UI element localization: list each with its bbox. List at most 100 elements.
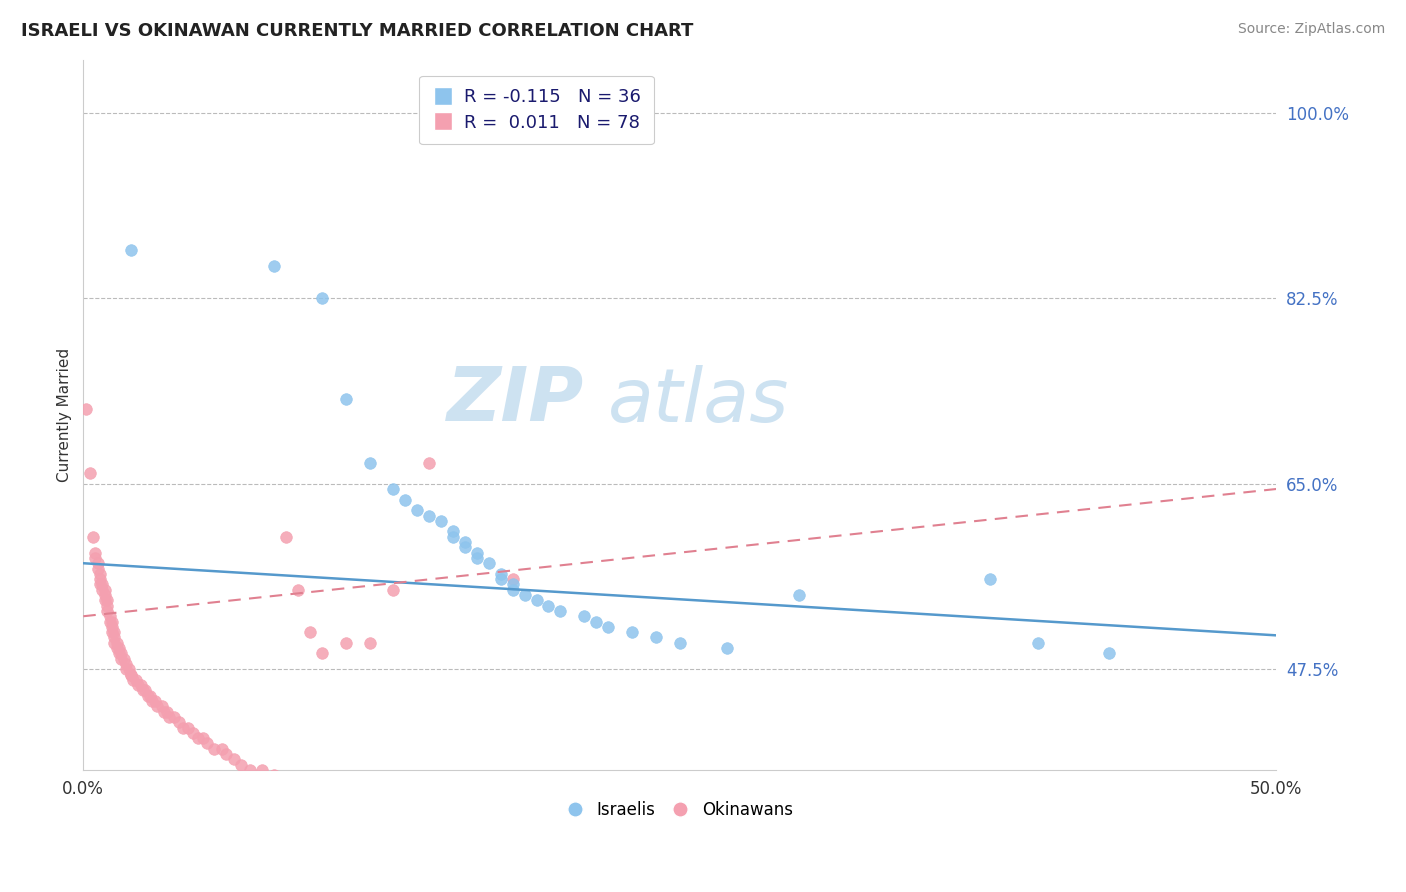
Point <box>239 763 262 777</box>
Point <box>110 651 132 665</box>
Point <box>204 741 226 756</box>
Point <box>75 402 97 417</box>
Point <box>125 673 148 687</box>
Point <box>195 737 218 751</box>
Point <box>132 683 155 698</box>
Point <box>335 392 357 406</box>
Point <box>84 546 107 560</box>
Point <box>1026 636 1049 650</box>
Point <box>120 667 142 681</box>
Point <box>598 620 620 634</box>
Point <box>103 631 125 645</box>
Point <box>101 625 124 640</box>
Point <box>229 757 252 772</box>
Point <box>222 752 245 766</box>
Point <box>668 636 690 650</box>
Legend: Israelis, Okinawans: Israelis, Okinawans <box>560 794 800 826</box>
Point <box>94 588 117 602</box>
Point <box>787 588 810 602</box>
Point <box>382 482 405 496</box>
Point <box>620 625 643 640</box>
Text: atlas: atlas <box>609 365 790 436</box>
Point <box>91 582 114 597</box>
Point <box>86 561 108 575</box>
Point <box>489 566 512 581</box>
Point <box>96 604 118 618</box>
Point <box>489 572 512 586</box>
Point <box>129 678 152 692</box>
Point <box>215 747 238 761</box>
Point <box>127 678 149 692</box>
Point <box>110 646 132 660</box>
Point <box>94 582 117 597</box>
Point <box>117 662 139 676</box>
Text: ZIP: ZIP <box>447 364 585 437</box>
Point <box>716 641 738 656</box>
Point <box>122 673 145 687</box>
Point <box>430 514 453 528</box>
Point <box>454 535 477 549</box>
Point <box>112 651 135 665</box>
Point <box>89 566 111 581</box>
Point <box>141 694 163 708</box>
Point <box>537 599 560 613</box>
Point <box>287 582 309 597</box>
Y-axis label: Currently Married: Currently Married <box>58 348 72 482</box>
Point <box>311 646 333 660</box>
Point <box>136 689 159 703</box>
Point <box>86 556 108 570</box>
Point <box>101 615 124 629</box>
Point <box>979 572 1001 586</box>
Point <box>335 636 357 650</box>
Point <box>274 530 297 544</box>
Point <box>153 705 176 719</box>
Point <box>263 260 285 274</box>
Point <box>105 641 128 656</box>
Point <box>177 721 200 735</box>
Point <box>454 541 477 555</box>
Point <box>103 636 125 650</box>
Point <box>157 710 180 724</box>
Point <box>163 710 186 724</box>
Point <box>550 604 572 618</box>
Point <box>98 615 121 629</box>
Point <box>574 609 596 624</box>
Point <box>101 620 124 634</box>
Point <box>91 577 114 591</box>
Point <box>465 546 488 560</box>
Point <box>139 689 162 703</box>
Point <box>250 763 273 777</box>
Point <box>82 530 104 544</box>
Point <box>79 466 101 480</box>
Point <box>382 582 405 597</box>
Point <box>211 741 233 756</box>
Point <box>359 636 381 650</box>
Point <box>84 550 107 565</box>
Point <box>134 683 156 698</box>
Point <box>526 593 548 607</box>
Point <box>115 662 138 676</box>
Point <box>311 291 333 305</box>
Point <box>96 599 118 613</box>
Point <box>187 731 209 746</box>
Point <box>98 609 121 624</box>
Point <box>478 556 501 570</box>
Point <box>89 577 111 591</box>
Point <box>191 731 214 746</box>
Point <box>465 550 488 565</box>
Point <box>89 572 111 586</box>
Point <box>394 492 416 507</box>
Point <box>181 726 204 740</box>
Text: Source: ZipAtlas.com: Source: ZipAtlas.com <box>1237 22 1385 37</box>
Point <box>359 456 381 470</box>
Point <box>644 631 666 645</box>
Point <box>96 593 118 607</box>
Point <box>115 657 138 671</box>
Point <box>143 694 166 708</box>
Point <box>406 503 429 517</box>
Point <box>263 768 285 782</box>
Point <box>502 582 524 597</box>
Text: ISRAELI VS OKINAWAN CURRENTLY MARRIED CORRELATION CHART: ISRAELI VS OKINAWAN CURRENTLY MARRIED CO… <box>21 22 693 40</box>
Point <box>418 456 440 470</box>
Point <box>441 530 464 544</box>
